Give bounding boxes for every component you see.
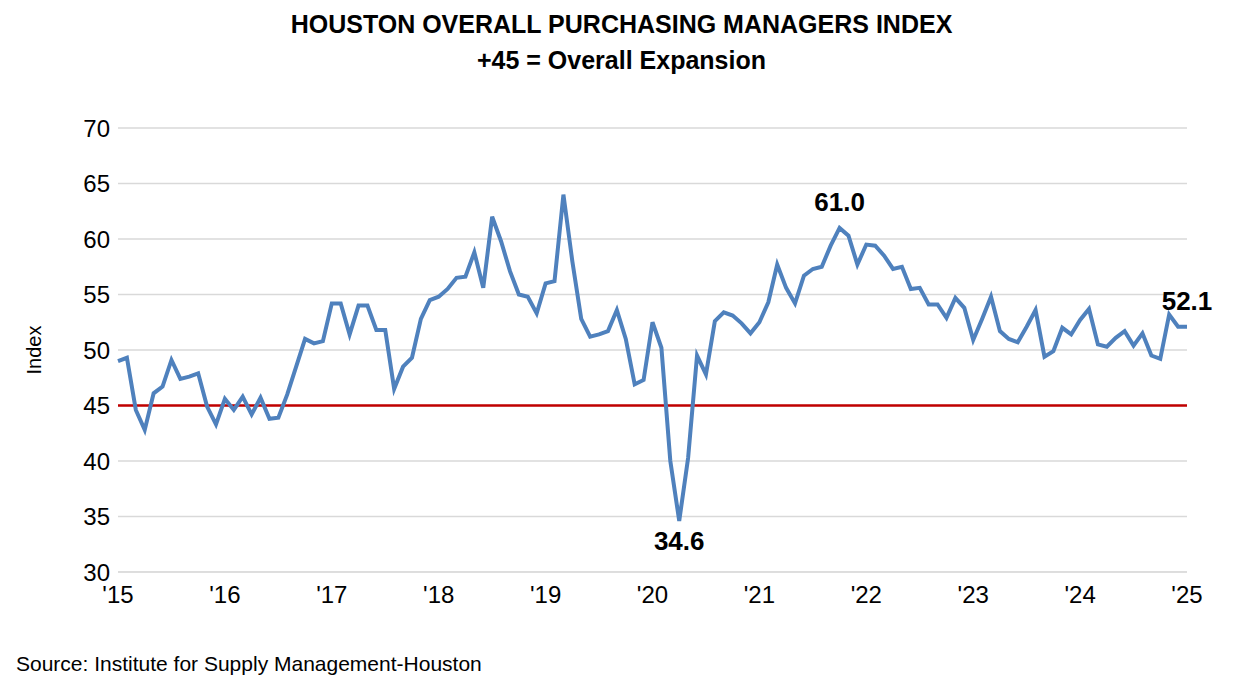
svg-text:'18: '18 — [423, 581, 454, 608]
svg-text:30: 30 — [83, 559, 110, 586]
svg-text:70: 70 — [83, 115, 110, 142]
svg-text:'21: '21 — [744, 581, 775, 608]
svg-text:52.1: 52.1 — [1162, 286, 1213, 316]
html-text:HOUSTON OVERALL PURCHASING MAN: HOUSTON OVERALL PURCHASING MANAGERS INDE… — [290, 10, 953, 38]
svg-text:'19: '19 — [530, 581, 561, 608]
svg-text:40: 40 — [83, 448, 110, 475]
svg-text:35: 35 — [83, 503, 110, 530]
svg-text:45: 45 — [83, 392, 110, 419]
html-text:Source: Institute for Supply M: Source: Institute for Supply Management-… — [16, 652, 482, 675]
svg-text:60: 60 — [83, 226, 110, 253]
svg-text:Index: Index — [23, 326, 45, 375]
svg-text:'22: '22 — [851, 581, 882, 608]
svg-text:55: 55 — [83, 281, 110, 308]
svg-text:34.6: 34.6 — [654, 526, 705, 556]
svg-text:'20: '20 — [637, 581, 668, 608]
svg-text:'17: '17 — [316, 581, 347, 608]
svg-text:'23: '23 — [958, 581, 989, 608]
svg-text:65: 65 — [83, 170, 110, 197]
svg-text:'15: '15 — [102, 581, 134, 608]
svg-text:'16: '16 — [209, 581, 240, 608]
svg-text:50: 50 — [83, 337, 110, 364]
html-text:+45 = Overall Expansion: +45 = Overall Expansion — [477, 46, 766, 74]
svg-text:'24: '24 — [1064, 581, 1095, 608]
svg-text:61.0: 61.0 — [814, 187, 865, 217]
svg-text:'25: '25 — [1171, 581, 1202, 608]
